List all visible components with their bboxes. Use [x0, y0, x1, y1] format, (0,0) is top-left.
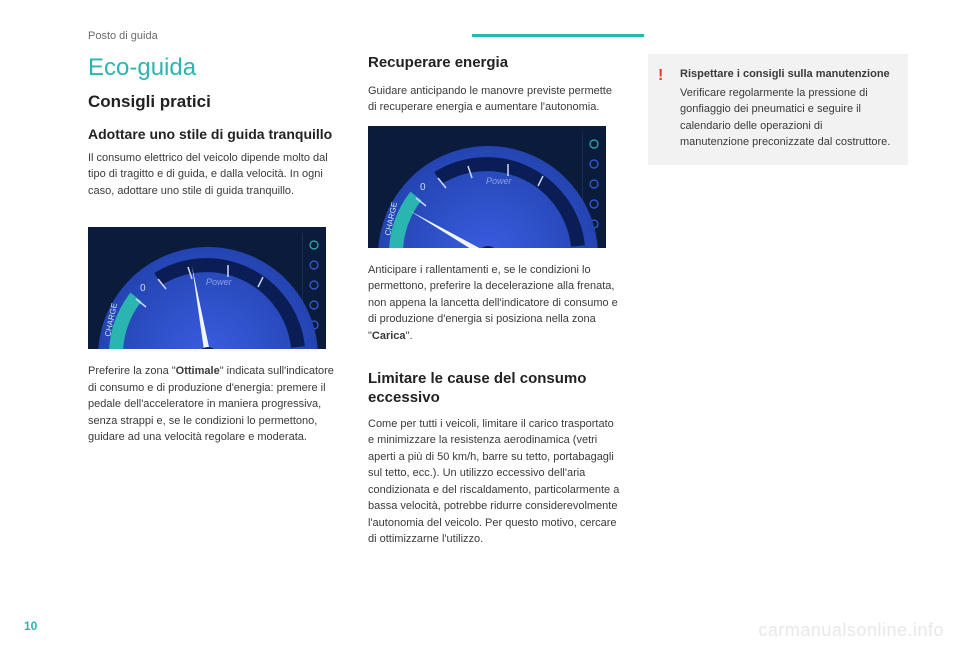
heading-recuperare: Recuperare energia: [368, 54, 620, 73]
columns: Eco-guida Consigli pratici Adottare uno …: [88, 54, 920, 548]
svg-text:0: 0: [420, 182, 426, 193]
page-number: 10: [24, 619, 37, 633]
text: Preferire la zona ": [88, 365, 176, 377]
para-carica: Anticipare i rallentamenti e, se le cond…: [368, 262, 620, 345]
svg-text:Power: Power: [486, 176, 513, 186]
para-ottimale: Preferire la zona "Ottimale" indicata su…: [88, 363, 340, 446]
heading-limitare: Limitare le cause del consumo eccessivo: [368, 370, 620, 408]
subtitle: Consigli pratici: [88, 92, 340, 112]
page-title: Eco-guida: [88, 54, 340, 82]
callout-body: Verificare regolarmente la pressione di …: [680, 85, 894, 151]
text: ".: [406, 330, 413, 342]
gauge-image-1: 0 Power CHARGE: [88, 227, 326, 349]
column-3: ! Rispettare i consigli sulla manutenzio…: [648, 54, 908, 548]
callout-title: Rispettare i consigli sulla manutenzione: [680, 66, 894, 83]
bold-carica: Carica: [372, 330, 406, 342]
watermark: carmanualsonline.info: [758, 620, 944, 641]
column-1: Eco-guida Consigli pratici Adottare uno …: [88, 54, 340, 548]
bold-ottimale: Ottimale: [176, 365, 220, 377]
svg-text:Power: Power: [206, 277, 233, 287]
maintenance-callout: ! Rispettare i consigli sulla manutenzio…: [648, 54, 908, 165]
page: Posto di guida Eco-guida Consigli pratic…: [0, 0, 960, 649]
heading-adottare: Adottare uno stile di guida tranquillo: [88, 126, 340, 144]
para-recuperare: Guidare anticipando le manovre previste …: [368, 83, 620, 116]
svg-text:0: 0: [140, 283, 146, 294]
para-adottare: Il consumo elettrico del veicolo dipende…: [88, 150, 340, 200]
alert-icon: !: [658, 64, 663, 88]
column-2: Recuperare energia Guidare anticipando l…: [368, 54, 620, 548]
header-rule: [472, 34, 644, 37]
gauge-image-2: 0 Power CHARGE: [368, 126, 606, 248]
para-limitare: Come per tutti i veicoli, limitare il ca…: [368, 416, 620, 548]
